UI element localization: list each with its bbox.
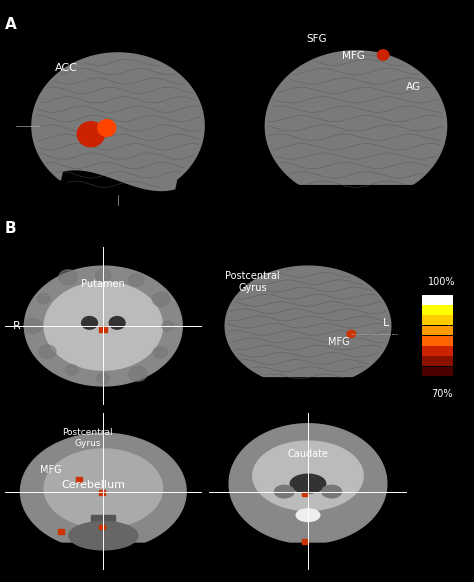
FancyBboxPatch shape xyxy=(422,356,453,366)
Bar xyxy=(58,530,64,534)
Circle shape xyxy=(82,317,98,329)
Circle shape xyxy=(98,120,116,136)
Text: MFG: MFG xyxy=(342,51,365,61)
Circle shape xyxy=(162,321,174,331)
Circle shape xyxy=(24,318,43,333)
Polygon shape xyxy=(32,53,204,190)
FancyBboxPatch shape xyxy=(422,305,453,315)
Polygon shape xyxy=(253,441,363,510)
FancyBboxPatch shape xyxy=(422,315,453,325)
Text: Postcentral
Gyrus: Postcentral Gyrus xyxy=(62,428,113,448)
Polygon shape xyxy=(25,266,182,386)
Circle shape xyxy=(59,270,77,285)
Polygon shape xyxy=(225,266,391,377)
Bar xyxy=(302,492,308,496)
Text: B: B xyxy=(5,221,17,236)
Circle shape xyxy=(347,331,356,338)
Circle shape xyxy=(37,293,50,304)
Polygon shape xyxy=(265,51,447,184)
Bar xyxy=(91,515,115,544)
Circle shape xyxy=(39,345,56,359)
FancyBboxPatch shape xyxy=(422,295,453,305)
Polygon shape xyxy=(44,449,163,528)
Ellipse shape xyxy=(290,474,326,493)
Bar xyxy=(100,490,105,495)
FancyBboxPatch shape xyxy=(422,326,453,335)
Text: Caudate: Caudate xyxy=(287,449,328,459)
Circle shape xyxy=(109,317,125,329)
FancyBboxPatch shape xyxy=(422,367,453,377)
Circle shape xyxy=(377,50,389,60)
Circle shape xyxy=(152,292,170,306)
Text: MFG: MFG xyxy=(40,464,62,475)
Ellipse shape xyxy=(322,485,341,498)
Circle shape xyxy=(65,365,78,375)
FancyBboxPatch shape xyxy=(422,336,453,346)
Bar xyxy=(76,477,82,482)
Bar xyxy=(100,326,107,332)
Bar xyxy=(100,524,105,530)
Text: MFG: MFG xyxy=(328,337,349,347)
Ellipse shape xyxy=(69,521,138,550)
Text: R: R xyxy=(13,321,20,331)
Text: 70%: 70% xyxy=(431,389,452,399)
Circle shape xyxy=(95,269,111,282)
Text: L: L xyxy=(383,318,389,328)
Circle shape xyxy=(129,367,147,381)
Ellipse shape xyxy=(274,485,294,498)
Text: ACC: ACC xyxy=(55,63,77,73)
Circle shape xyxy=(97,373,110,384)
Bar xyxy=(302,539,308,544)
Text: Postcentral
Gyrus: Postcentral Gyrus xyxy=(226,271,280,293)
Ellipse shape xyxy=(296,509,320,521)
Polygon shape xyxy=(44,282,163,370)
Polygon shape xyxy=(20,433,186,542)
FancyBboxPatch shape xyxy=(422,346,453,356)
Text: Putamen: Putamen xyxy=(82,279,125,289)
Circle shape xyxy=(153,347,167,358)
Text: A: A xyxy=(5,17,17,33)
Circle shape xyxy=(77,122,104,147)
Polygon shape xyxy=(229,424,387,542)
Text: Cerebellum: Cerebellum xyxy=(62,480,126,491)
Circle shape xyxy=(129,274,145,286)
Text: AG: AG xyxy=(406,83,421,93)
Text: SFG: SFG xyxy=(306,34,327,44)
Text: 100%: 100% xyxy=(428,276,456,286)
